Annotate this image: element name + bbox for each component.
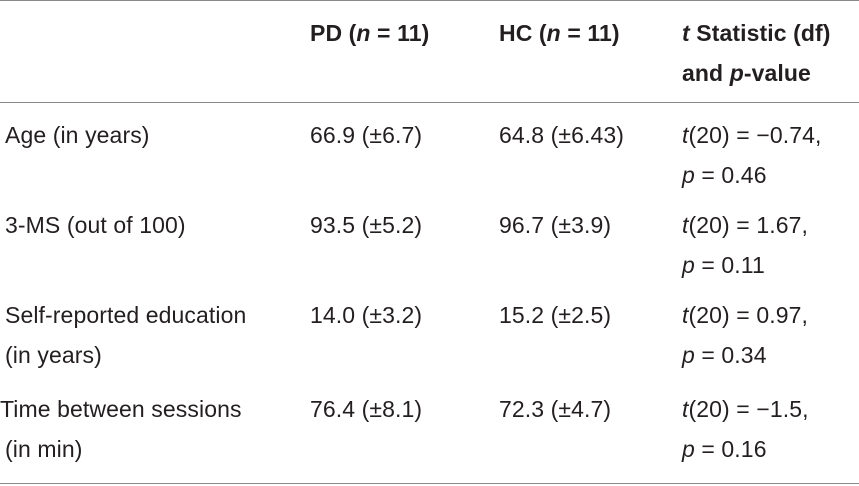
header-stat-line2: and p-value <box>682 60 811 86</box>
row-label-cont: (in min) <box>5 436 83 462</box>
row-label: Self-reported education <box>5 302 247 328</box>
row-label: Time between sessions <box>0 396 242 422</box>
cell-t-stat: t(20) = 1.67, <box>682 212 808 238</box>
row-label: Age (in years) <box>5 122 150 148</box>
cell-t-stat: t(20) = 0.97, <box>682 302 808 328</box>
cell-hc: 72.3 (±4.7) <box>499 396 612 422</box>
header-stat-line1: t Statistic (df) <box>682 20 831 46</box>
cell-hc: 64.8 (±6.43) <box>499 122 625 148</box>
header-pd: PD (n = 11) <box>310 20 430 46</box>
header-hc: HC (n = 11) <box>499 20 620 46</box>
row-label-cont: (in years) <box>5 342 102 368</box>
top-rule <box>0 0 859 1</box>
cell-t-stat: t(20) = −0.74, <box>682 122 822 148</box>
cell-t-stat: t(20) = −1.5, <box>682 396 809 422</box>
cell-hc: 15.2 (±2.5) <box>499 302 612 328</box>
cell-pd: 66.9 (±6.7) <box>310 122 423 148</box>
cell-pd: 93.5 (±5.2) <box>310 212 423 238</box>
cell-p-value: p = 0.11 <box>682 252 765 278</box>
bottom-rule <box>0 483 859 484</box>
cell-hc: 96.7 (±3.9) <box>499 212 612 238</box>
row-label: 3-MS (out of 100) <box>5 212 186 238</box>
cell-p-value: p = 0.16 <box>682 436 767 462</box>
cell-p-value: p = 0.46 <box>682 162 767 188</box>
cell-pd: 76.4 (±8.1) <box>310 396 423 422</box>
header-rule <box>0 102 859 103</box>
cell-p-value: p = 0.34 <box>682 342 767 368</box>
cell-pd: 14.0 (±3.2) <box>310 302 423 328</box>
